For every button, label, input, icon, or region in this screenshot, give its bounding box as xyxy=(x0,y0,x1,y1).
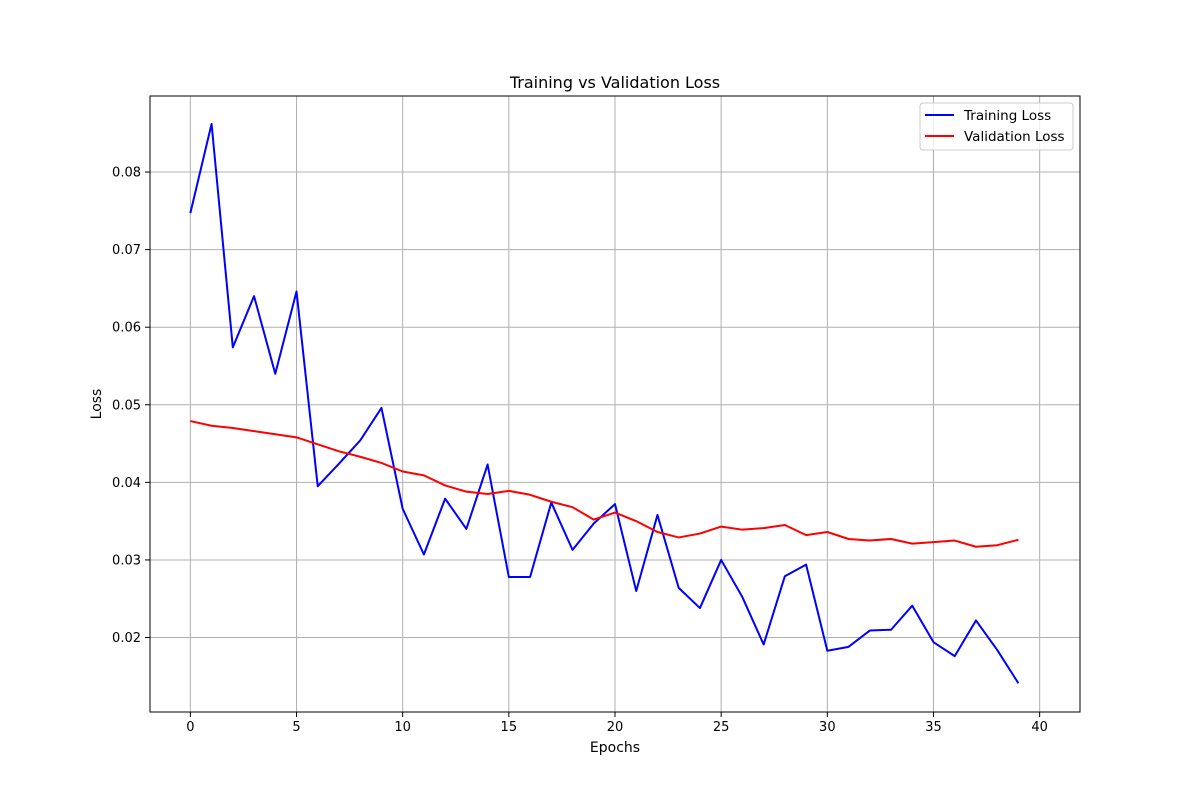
legend-label-training: Training Loss xyxy=(963,108,1051,124)
ticks: 0 5 10 15 20 25 30 35 40 0.02 0.03 0.04 0.05 0.06 0.07… xyxy=(112,166,1048,735)
y-tick-label: 0.08 xyxy=(112,166,141,181)
y-tick-label: 0.06 xyxy=(112,321,141,336)
x-tick-label: 20 xyxy=(607,720,624,735)
x-axis-label: Epochs xyxy=(590,740,640,756)
x-tick-label: 25 xyxy=(713,720,730,735)
x-tick-label: 15 xyxy=(501,720,518,735)
legend-label-validation: Validation Loss xyxy=(964,129,1065,145)
x-tick-label: 10 xyxy=(394,720,411,735)
series-group xyxy=(189,122,1020,684)
chart-title: Training vs Validation Loss xyxy=(509,73,720,92)
training-loss-line xyxy=(189,122,1020,684)
legend-box xyxy=(919,102,1074,151)
validation-loss-line xyxy=(190,420,1019,548)
y-tick-label: 0.04 xyxy=(112,476,141,491)
y-tick-label: 0.02 xyxy=(112,631,141,646)
x-tick-label: 5 xyxy=(292,720,300,735)
x-tick-label: 35 xyxy=(925,720,942,735)
y-axis-label: Loss xyxy=(89,389,105,420)
x-tick-label: 30 xyxy=(819,720,836,735)
x-tick-label: 40 xyxy=(1031,720,1048,735)
y-tick-label: 0.07 xyxy=(112,243,141,258)
legend: Training Loss Validation Loss xyxy=(919,102,1074,151)
y-tick-label: 0.05 xyxy=(112,398,141,413)
y-tick-label: 0.03 xyxy=(112,553,141,568)
x-tick-label: 0 xyxy=(186,720,194,735)
grid xyxy=(150,96,1080,712)
